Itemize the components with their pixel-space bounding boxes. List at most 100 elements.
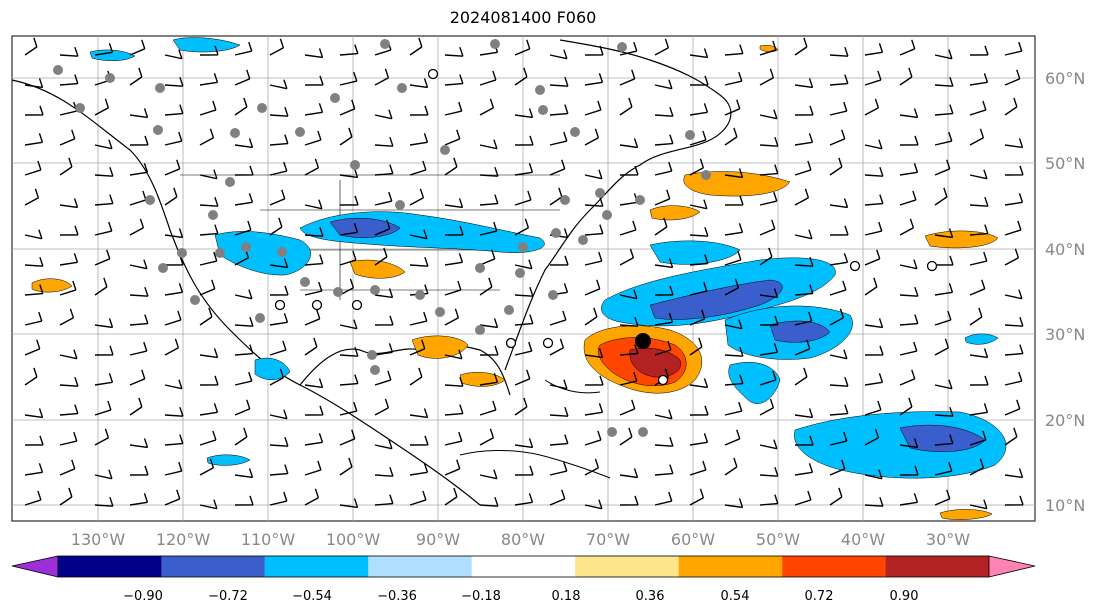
wind-barb (444, 166, 458, 176)
station-marker-open (351, 299, 363, 311)
wind-barb-flag (1018, 289, 1023, 299)
wind-barb-flag (178, 461, 183, 472)
wind-barb-flag (178, 379, 183, 389)
wind-barb (164, 168, 181, 176)
colorbar-tick-label: 0.54 (721, 589, 750, 604)
wind-barb (584, 174, 603, 180)
wind-barb-flag (809, 256, 814, 267)
wind-barb-flag (769, 68, 775, 79)
wind-barb-flag (914, 135, 919, 146)
wind-barb (164, 84, 183, 87)
wind-barb-flag (456, 459, 461, 470)
station-marker (208, 210, 218, 220)
wind-barb (689, 318, 706, 326)
wind-barb (339, 259, 357, 266)
wind-barb (759, 49, 777, 56)
wind-barb-flag (1018, 41, 1023, 52)
wind-barb (339, 354, 358, 357)
wind-barb-flag (948, 131, 953, 142)
wind-barb-flag (771, 219, 776, 230)
wind-barb (549, 168, 566, 176)
wind-barb-flag (633, 289, 638, 299)
wind-barb-flag (104, 428, 110, 439)
wind-barb-flag (33, 367, 38, 378)
wind-barb-flag (422, 490, 427, 501)
station-marker (515, 268, 525, 278)
wind-barb-flag (703, 48, 709, 58)
wind-barb (689, 441, 708, 446)
wind-barb-flag (809, 105, 814, 116)
wind-barb-flag (106, 249, 111, 260)
wind-barb (584, 204, 603, 207)
wind-barb-flag (109, 166, 114, 177)
wind-barb (234, 436, 248, 446)
wind-barb (619, 294, 638, 300)
wind-barb-flag (631, 399, 636, 410)
wind-barb-flag (1017, 220, 1022, 231)
wind-barb (304, 290, 322, 296)
wind-barb-flag (174, 338, 180, 349)
wind-barb (1004, 474, 1023, 479)
wind-barb (514, 406, 528, 416)
station-marker (300, 277, 310, 287)
wind-barb-flag (878, 318, 884, 328)
wind-barb (654, 198, 671, 206)
latitude-labels: 60°N 50°N 40°N 30°N 20°N 10°N (1045, 69, 1085, 515)
storm-center-marker (635, 333, 651, 349)
station-marker (155, 83, 165, 93)
wind-barb (409, 169, 427, 176)
wind-barb-flag (879, 194, 884, 204)
wind-barb (584, 288, 601, 296)
wind-barb (59, 412, 78, 416)
wind-barb-flag (353, 71, 358, 82)
wind-barb (899, 48, 916, 56)
wind-barb-flag (528, 108, 534, 118)
wind-barb (129, 264, 148, 270)
wind-barb-flag (493, 373, 499, 383)
wind-barb (584, 260, 602, 266)
wind-barb (269, 198, 286, 206)
wind-barb (129, 350, 147, 356)
wind-barb (479, 324, 498, 329)
wind-barb-flag (74, 404, 79, 414)
wind-barb (654, 170, 672, 176)
wind-barb-flag (529, 286, 534, 297)
wind-barb-flag (387, 370, 392, 381)
wind-barb (374, 351, 393, 356)
wind-barb-flag (107, 400, 112, 411)
wind-barb (339, 174, 358, 179)
wind-barb-flag (563, 228, 569, 238)
wind-barb (164, 196, 178, 206)
wind-barb-flag (314, 488, 320, 499)
lat-label: 40°N (1045, 240, 1085, 259)
wind-barb-flag (943, 187, 948, 198)
wind-barb-flag (669, 436, 674, 447)
wind-barb-flag (68, 487, 73, 498)
wind-barb-flag (983, 403, 989, 413)
wind-barb-flag (912, 190, 917, 201)
wind-barb (549, 347, 564, 356)
wind-barb-flag (808, 133, 814, 143)
wind-barb (689, 262, 708, 266)
wind-barb (269, 321, 288, 326)
station-marker (145, 195, 155, 205)
wind-barb (899, 114, 918, 119)
wind-barb (59, 440, 77, 446)
wind-barb-flag (104, 98, 110, 109)
colorbar-segment (885, 556, 989, 577)
wind-barb-flag (948, 379, 953, 389)
wind-barb (1004, 201, 1023, 206)
wind-barb-flag (878, 139, 883, 149)
wind-barb (374, 502, 393, 506)
wind-barb-flag (459, 376, 464, 387)
wind-barb-flag (178, 283, 184, 293)
wind-barb-flag (144, 286, 149, 297)
wind-barb (934, 470, 952, 476)
wind-barb-flag (141, 39, 146, 50)
wind-barb-flag (423, 78, 429, 88)
wind-barb-flag (418, 367, 423, 378)
wind-barb (864, 107, 879, 116)
wind-barb-flag (354, 44, 359, 54)
wind-barb-flag (668, 79, 673, 89)
wind-barb-flag (738, 71, 743, 82)
